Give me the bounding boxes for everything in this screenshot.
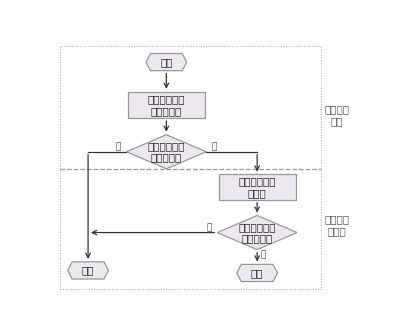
Text: 否: 否 bbox=[211, 143, 217, 152]
Text: 变电站协
调控制: 变电站协 调控制 bbox=[324, 214, 349, 236]
FancyBboxPatch shape bbox=[128, 92, 205, 118]
Polygon shape bbox=[68, 262, 108, 279]
Text: 开始: 开始 bbox=[160, 57, 173, 67]
Text: 是: 是 bbox=[207, 223, 212, 233]
Polygon shape bbox=[237, 264, 278, 281]
Text: 告警: 告警 bbox=[251, 268, 263, 278]
Polygon shape bbox=[146, 53, 187, 71]
Text: 否: 否 bbox=[260, 251, 265, 260]
Text: 是: 是 bbox=[116, 143, 121, 152]
FancyBboxPatch shape bbox=[219, 174, 295, 200]
Polygon shape bbox=[126, 135, 206, 169]
Text: 终止: 终止 bbox=[82, 265, 94, 276]
Polygon shape bbox=[217, 215, 297, 250]
Text: 配变低压侧电
压是否正常: 配变低压侧电 压是否正常 bbox=[238, 222, 276, 243]
Text: 投切配网内无
功补偿设备: 投切配网内无 功补偿设备 bbox=[147, 94, 185, 116]
Text: 配变低压侧电
压是否正常: 配变低压侧电 压是否正常 bbox=[147, 141, 185, 163]
Text: 调节主变分接
头档位: 调节主变分接 头档位 bbox=[238, 176, 276, 198]
Text: 配网广域
控制: 配网广域 控制 bbox=[324, 104, 349, 126]
